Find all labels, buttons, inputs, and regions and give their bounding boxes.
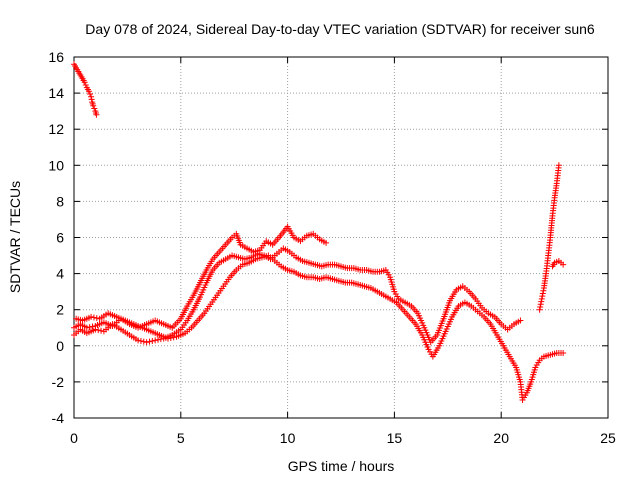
data-point <box>85 88 92 95</box>
axis-ticks: 0 5 10 15 20 25 -4 -2 0 2 4 6 8 10 12 14 16 <box>48 49 616 446</box>
y-tick-label: -4 <box>52 410 65 426</box>
data-point <box>155 336 162 343</box>
data-point <box>555 162 562 169</box>
y-axis-label: SDTVAR / TECUs <box>7 181 23 293</box>
data-point <box>89 323 96 330</box>
data-point <box>82 81 89 88</box>
data-points <box>71 61 567 403</box>
series-track-b <box>71 245 524 346</box>
x-tick-label: 25 <box>600 430 616 446</box>
series-early-high <box>71 61 100 118</box>
data-point <box>540 287 547 294</box>
data-point <box>93 315 100 322</box>
data-point <box>517 317 524 324</box>
data-point <box>135 337 142 344</box>
data-point <box>537 301 544 308</box>
data-point <box>539 293 546 300</box>
x-axis-label: GPS time / hours <box>288 458 395 474</box>
y-tick-label: 2 <box>56 302 64 318</box>
data-point <box>149 337 156 344</box>
data-point <box>536 306 543 313</box>
series-late-spike <box>536 162 567 313</box>
y-tick-label: 6 <box>56 230 64 246</box>
y-tick-label: 16 <box>48 49 64 65</box>
data-point <box>538 295 545 302</box>
data-point <box>323 239 330 246</box>
data-point <box>539 290 546 297</box>
y-tick-label: 12 <box>48 121 64 137</box>
data-point <box>81 79 88 86</box>
data-point <box>87 91 94 98</box>
data-point <box>137 337 144 344</box>
data-point <box>170 334 177 341</box>
data-point <box>90 102 97 109</box>
data-point <box>88 93 95 100</box>
data-point <box>560 261 567 268</box>
data-point <box>92 326 99 333</box>
y-tick-label: -2 <box>52 374 65 390</box>
data-point <box>143 339 150 346</box>
x-tick-label: 5 <box>177 430 185 446</box>
y-tick-label: 8 <box>56 193 64 209</box>
data-point <box>152 337 159 344</box>
data-point <box>83 324 90 331</box>
y-tick-label: 10 <box>48 157 64 173</box>
data-point <box>146 338 153 345</box>
grid-lines <box>74 57 608 418</box>
series-track-c <box>73 252 567 403</box>
chart-title: Day 078 of 2024, Sidereal Day-to-day VTE… <box>85 21 595 37</box>
x-tick-label: 20 <box>493 430 509 446</box>
data-point <box>91 105 98 112</box>
data-point <box>537 303 544 310</box>
data-point <box>560 350 567 357</box>
data-point <box>167 334 174 341</box>
x-tick-label: 0 <box>70 430 78 446</box>
y-tick-label: 0 <box>56 338 64 354</box>
data-point <box>98 327 105 334</box>
x-tick-label: 15 <box>387 430 403 446</box>
data-point <box>538 298 545 305</box>
data-point <box>88 96 95 103</box>
data-point <box>88 313 95 320</box>
series-track-a <box>71 223 330 331</box>
data-point <box>164 335 171 342</box>
data-point <box>95 327 102 334</box>
x-tick-label: 10 <box>280 430 296 446</box>
data-point <box>90 314 97 321</box>
data-point <box>86 324 93 331</box>
data-point <box>140 338 147 345</box>
y-tick-label: 4 <box>56 266 64 282</box>
data-point <box>93 111 100 118</box>
y-tick-label: 14 <box>48 85 64 101</box>
